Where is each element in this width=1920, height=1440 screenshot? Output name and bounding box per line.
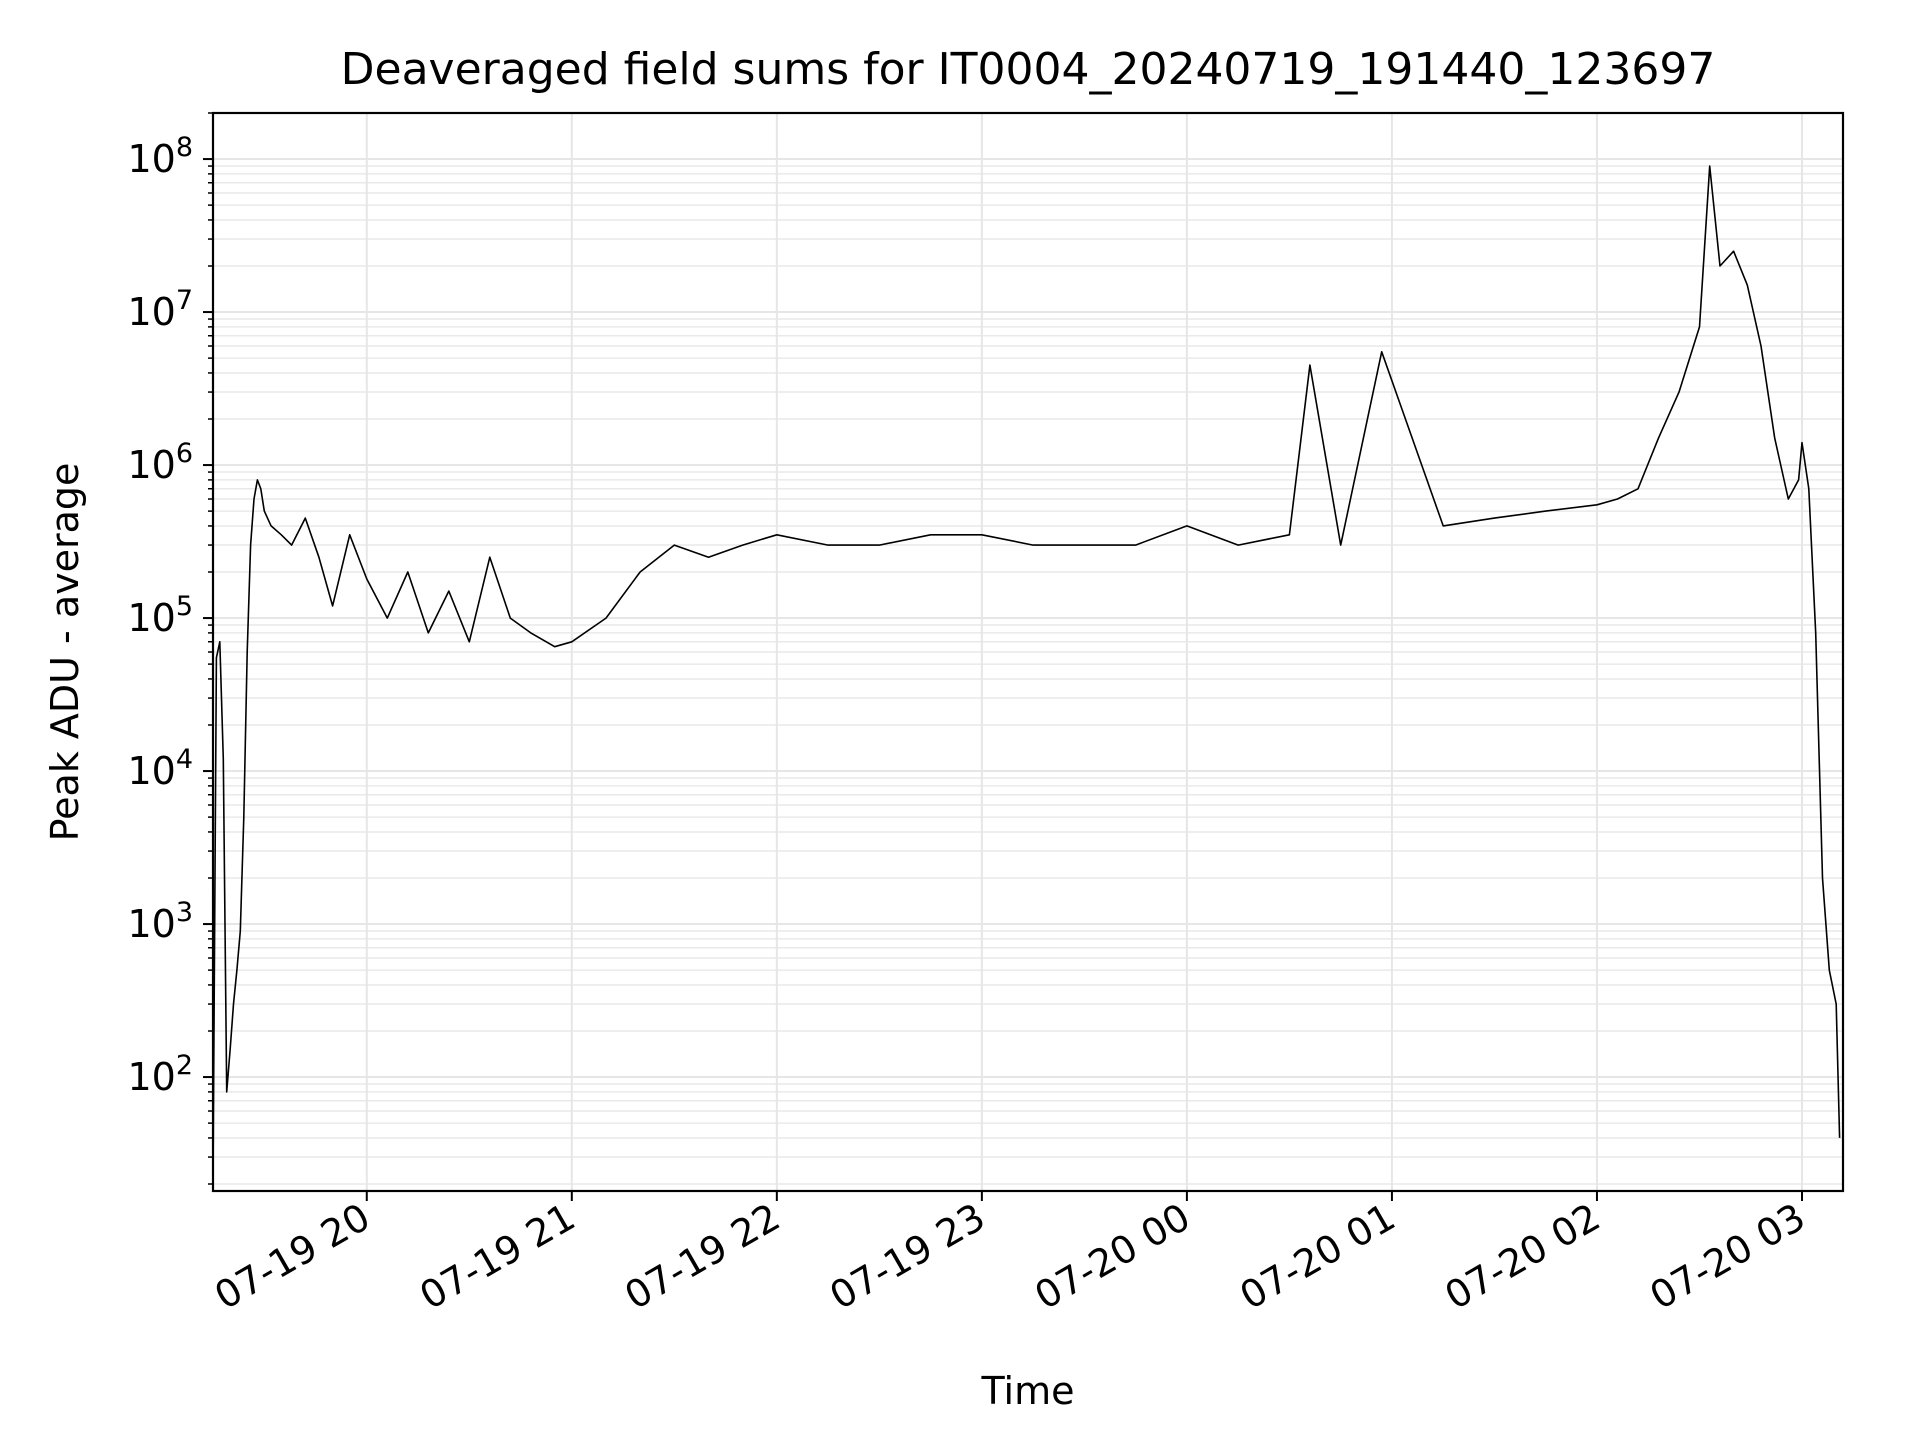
- x-tick-label: 07-19 22: [617, 1195, 787, 1319]
- minor-gridlines: [213, 112, 1843, 1185]
- y-tick-label-base: 10: [127, 443, 175, 487]
- y-tick-label-exponent: 2: [176, 1050, 193, 1081]
- y-tick-label: 103: [127, 897, 193, 946]
- y-tick-label: 102: [127, 1050, 193, 1099]
- y-tick-label-base: 10: [127, 902, 175, 946]
- y-tick-label-base: 10: [127, 1055, 175, 1099]
- y-tick-label: 104: [127, 744, 193, 793]
- x-axis-label: Time: [981, 1369, 1075, 1413]
- x-tick-label: 07-19 23: [822, 1195, 992, 1319]
- x-tick-label: 07-19 21: [412, 1195, 582, 1319]
- y-tick-label-exponent: 5: [176, 591, 193, 622]
- y-tick-label-exponent: 4: [176, 744, 193, 775]
- y-tick-label-base: 10: [127, 290, 175, 334]
- y-tick-label: 105: [127, 591, 193, 640]
- x-tick-label: 07-20 03: [1643, 1195, 1813, 1319]
- chart-title: Deaveraged field sums for IT0004_2024071…: [341, 44, 1716, 95]
- x-tick-label: 07-19 20: [207, 1195, 377, 1319]
- y-tick-label-base: 10: [127, 596, 175, 640]
- y-tick-label: 106: [127, 438, 193, 487]
- y-tick-label-exponent: 6: [176, 438, 193, 469]
- x-axis-ticks: 07-19 20 07-19 21 07-19 22 07-19 23 07-20 00…: [207, 1191, 1812, 1318]
- y-tick-label: 107: [127, 285, 193, 334]
- y-tick-label-base: 10: [127, 137, 175, 181]
- x-tick-label: 07-20 01: [1232, 1195, 1402, 1319]
- y-tick-label-base: 10: [127, 749, 175, 793]
- y-tick-label-exponent: 3: [176, 897, 193, 928]
- x-tick-label: 07-20 00: [1027, 1195, 1197, 1319]
- y-tick-label: 108: [127, 132, 193, 181]
- data-series: [212, 165, 1841, 1185]
- x-tick-label: 07-20 02: [1437, 1195, 1607, 1319]
- major-gridlines: [213, 113, 1843, 1191]
- y-tick-label-exponent: 7: [176, 285, 193, 316]
- y-axis-label: Peak ADU - average: [43, 463, 87, 842]
- series-line: [212, 165, 1841, 1185]
- y-tick-label-exponent: 8: [176, 132, 193, 163]
